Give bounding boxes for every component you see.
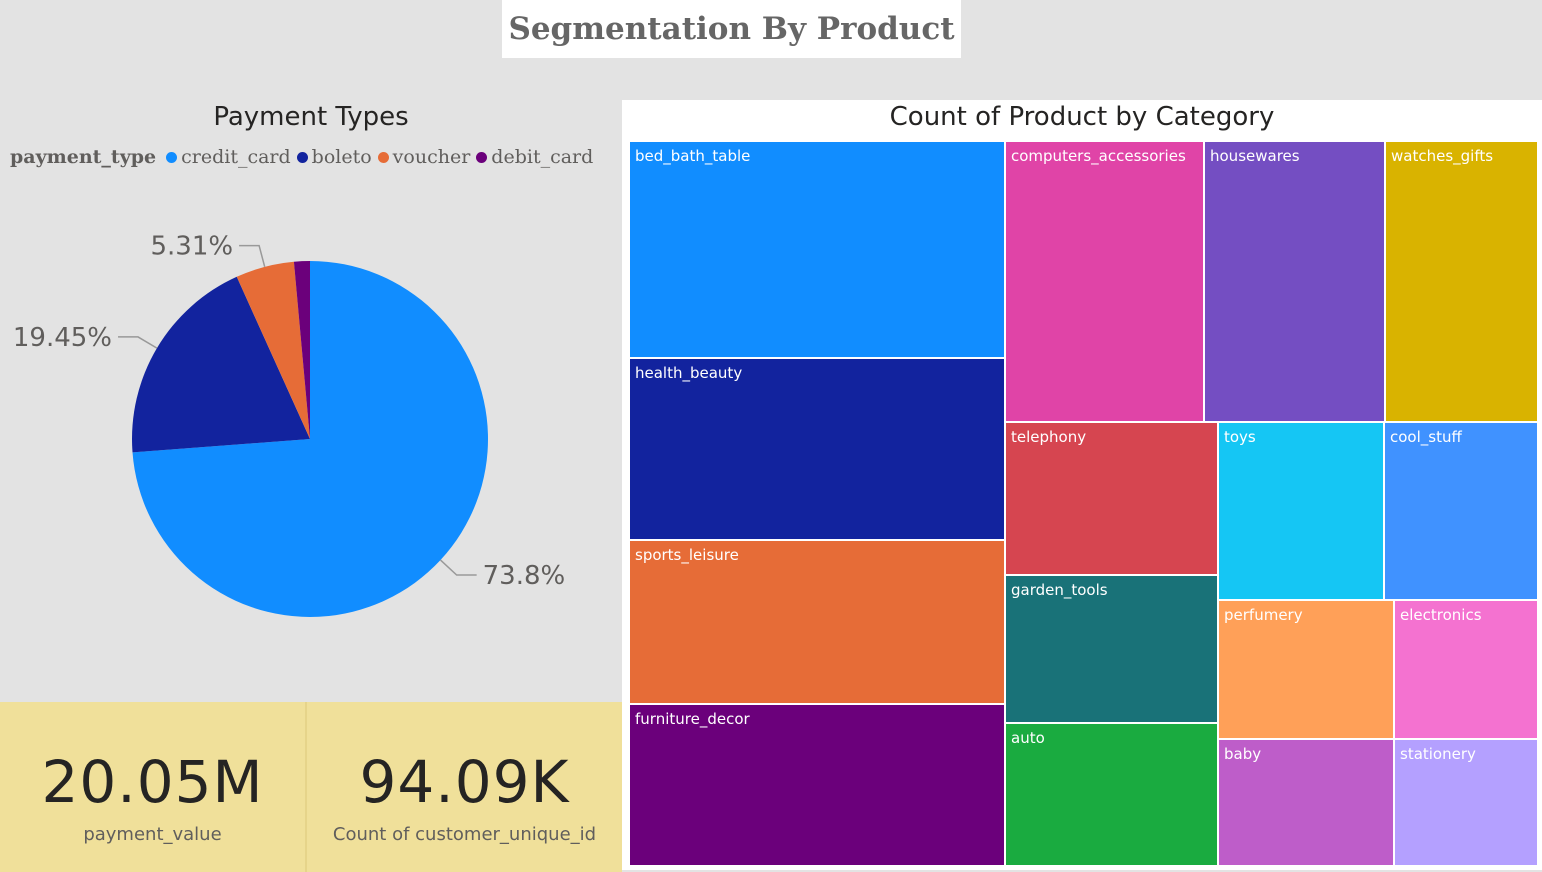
legend-dot	[476, 151, 488, 163]
treemap-tile-toys[interactable]: toys	[1218, 422, 1384, 600]
treemap-tile-furniture-decor[interactable]: furniture_decor	[629, 704, 1005, 866]
treemap-tile-label: computers_accessories	[1011, 147, 1186, 165]
treemap-tile-telephony[interactable]: telephony	[1005, 422, 1218, 575]
treemap-tile-label: stationery	[1400, 745, 1476, 763]
treemap-tile-auto[interactable]: auto	[1005, 723, 1218, 866]
treemap-tile-label: telephony	[1011, 428, 1087, 446]
pie-data-label: 19.45%	[13, 323, 112, 353]
pie-legend: payment_type credit_card boleto voucher deb…	[10, 146, 599, 168]
treemap-tile-label: garden_tools	[1011, 581, 1108, 599]
legend-label: credit_card	[181, 146, 291, 168]
treemap-tile-label: cool_stuff	[1390, 428, 1462, 446]
legend-label: voucher	[392, 146, 471, 168]
treemap-tile-label: health_beauty	[635, 364, 743, 382]
treemap-tile-label: auto	[1011, 729, 1045, 747]
pie-leader-line	[118, 336, 158, 349]
treemap-panel: Count of Product by Category bed_bath_ta…	[622, 100, 1542, 870]
treemap-tile-housewares[interactable]: housewares	[1204, 141, 1385, 422]
payment-value-label: payment_value	[83, 824, 222, 845]
customer-count-label: Count of customer_unique_id	[332, 824, 597, 845]
payment-value: 20.05M	[41, 748, 264, 816]
legend-item-voucher[interactable]: voucher	[377, 146, 471, 168]
treemap-tile-label: electronics	[1400, 606, 1482, 624]
legend-item-boleto[interactable]: boleto	[296, 146, 372, 168]
legend-item-debit-card[interactable]: debit_card	[476, 146, 593, 168]
treemap-tile-baby[interactable]: baby	[1218, 739, 1394, 866]
treemap-tile-electronics[interactable]: electronics	[1394, 600, 1538, 739]
treemap-tile-computers-accessories[interactable]: computers_accessories	[1005, 141, 1204, 422]
pie-slice-voucher[interactable]	[236, 261, 310, 439]
legend-label: boleto	[311, 146, 372, 168]
page-title: Segmentation By Product	[502, 0, 961, 58]
treemap-tile-label: sports_leisure	[635, 546, 739, 564]
legend-label: debit_card	[491, 146, 594, 168]
treemap: bed_bath_table health_beauty sports_leisur…	[629, 141, 1538, 866]
pie-chart: 73.8% 19.45% 5.31%	[13, 232, 566, 617]
payment-types-panel: 73.8% 19.45% 5.31% Payment Types payment_t…	[0, 100, 622, 700]
card-divider	[305, 702, 307, 872]
payment-value-card: 20.05M payment_value	[0, 702, 305, 872]
treemap-tile-label: toys	[1224, 428, 1256, 446]
pie-leader-line	[239, 244, 266, 268]
treemap-tile-cool-stuff[interactable]: cool_stuff	[1384, 422, 1538, 600]
pie-slice-credit-card[interactable]	[132, 261, 489, 617]
treemap-tile-watches-gifts[interactable]: watches_gifts	[1385, 141, 1538, 422]
pie-slice-debit-card[interactable]	[293, 261, 310, 439]
legend-dot	[166, 151, 178, 163]
treemap-tile-garden-tools[interactable]: garden_tools	[1005, 575, 1218, 723]
legend-dot	[296, 151, 308, 163]
treemap-tile-label: watches_gifts	[1391, 147, 1494, 165]
treemap-tile-stationery[interactable]: stationery	[1394, 739, 1538, 866]
pie-title: Payment Types	[213, 102, 409, 132]
treemap-tile-label: bed_bath_table	[635, 147, 751, 165]
treemap-tile-label: furniture_decor	[635, 710, 750, 728]
pie-data-label: 5.31%	[150, 232, 233, 262]
pie-leader-line	[440, 559, 477, 576]
pie-data-label: 73.8%	[483, 561, 566, 591]
legend-item-credit-card[interactable]: credit_card	[166, 146, 291, 168]
treemap-title: Count of Product by Category	[889, 102, 1275, 132]
treemap-tile-bed-bath-table[interactable]: bed_bath_table	[629, 141, 1005, 358]
treemap-tile-perfumery[interactable]: perfumery	[1218, 600, 1394, 739]
treemap-tile-label: housewares	[1210, 147, 1300, 165]
legend-dot	[377, 151, 389, 163]
treemap-tile-health-beauty[interactable]: health_beauty	[629, 358, 1005, 540]
legend-title: payment_type	[10, 146, 157, 168]
pie-slice-boleto[interactable]	[132, 276, 310, 453]
treemap-tile-label: perfumery	[1224, 606, 1303, 624]
customer-count-card: 94.09K Count of customer_unique_id	[307, 702, 622, 872]
kpi-cards: 20.05M payment_value 94.09K Count of cus…	[0, 702, 622, 872]
treemap-tile-label: baby	[1224, 745, 1262, 763]
customer-count-value: 94.09K	[359, 748, 570, 816]
treemap-tile-sports-leisure[interactable]: sports_leisure	[629, 540, 1005, 704]
